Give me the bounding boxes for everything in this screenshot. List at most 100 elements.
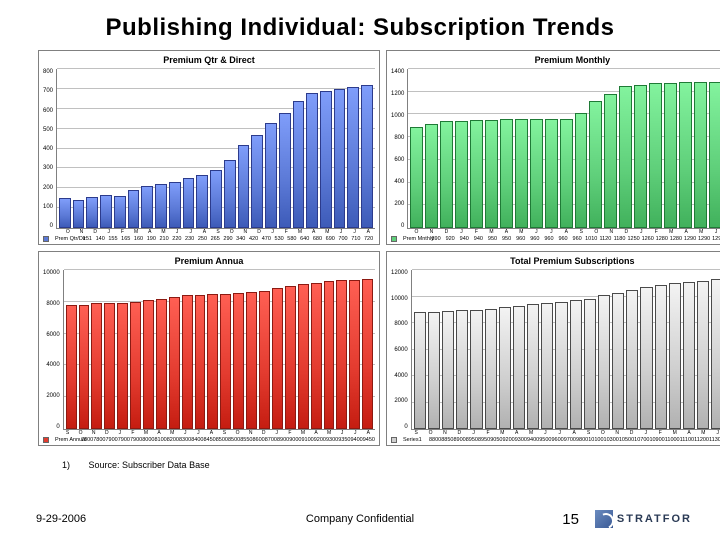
legend-value: 8600 [253,437,265,443]
y-tick: 10000 [43,270,60,276]
legend-swatch-icon [391,236,397,242]
bar [428,312,440,429]
bar [362,279,373,429]
legend-value: 290 [222,236,235,242]
legend-value: 690 [324,236,337,242]
y-tick: 10000 [391,296,408,302]
chart-title: Total Premium Subscriptions [387,252,720,268]
bar [130,302,141,429]
chart-panel-0: Premium Qtr & Direct80070060050040030020… [38,50,380,245]
bar [293,101,305,228]
legend-value: 1120 [598,236,612,242]
bar [311,283,322,429]
bar [575,113,588,228]
legend-value: 7900 [118,437,130,443]
page-number: 15 [562,511,579,528]
y-axis: 1400120010008006004002000 [391,69,407,229]
bar [485,309,497,429]
legend-value: 720 [362,236,375,242]
bar [545,119,558,228]
legend-value: 165 [119,236,132,242]
legend-value: 1280 [655,236,669,242]
bar [100,195,112,228]
y-tick: 2000 [391,398,408,404]
bar [349,280,360,429]
legend-value: 1290 [683,236,697,242]
bar [598,295,610,429]
y-tick: 6000 [43,332,60,338]
legend-value: 940 [457,236,471,242]
bar [233,293,244,429]
legend-value: 220 [170,236,183,242]
bar [220,294,231,429]
y-tick: 2000 [43,393,60,399]
plot-wrap: 1400120010008006004002000 [387,67,720,229]
bar [347,87,359,228]
legend-values: 7800780079007900790080008100820083008400… [81,437,375,443]
legend-value: 8900 [277,437,289,443]
legend-value: 960 [542,236,556,242]
bar [251,135,263,228]
y-tick: 8000 [43,301,60,307]
legend-row: Prem Mnthly89092094094095095096096096096… [387,235,720,244]
bar [515,119,528,228]
bar [604,94,617,228]
chart-title: Premium Annua [39,252,379,268]
footer-date: 9-29-2006 [36,513,86,525]
legend-value: 580 [286,236,299,242]
bar [626,290,638,429]
y-tick: 800 [43,69,53,75]
legend-value: 920 [443,236,457,242]
legend-value: 10500 [619,437,634,443]
legend-value: 960 [570,236,584,242]
legend-value: 950 [485,236,499,242]
legend-row: Prem Qtr/Dir1511401551651601902102202302… [39,235,379,244]
bar [306,93,318,228]
bar [589,101,602,228]
y-tick: 400 [43,146,53,152]
bar [196,175,208,228]
bar [128,190,140,228]
y-tick: 200 [43,185,53,191]
bar [485,120,498,228]
bar [279,113,291,228]
legend-value: 8300 [179,437,191,443]
legend-value: 8500 [216,437,228,443]
chart-panel-3: Total Premium Subscriptions1200010000800… [386,251,720,446]
bars [64,270,375,429]
legend-value: 160 [132,236,145,242]
bar [320,91,332,228]
y-tick: 1400 [391,69,404,75]
legend-value: 1250 [627,236,641,242]
legend-value: 265 [209,236,222,242]
source-note: 1) Source: Subscriber Data Base [0,446,720,470]
legend-value: 1290 [711,236,720,242]
legend-value: 155 [107,236,120,242]
bar [649,83,662,228]
y-tick: 4000 [43,362,60,368]
bar [324,281,335,429]
bar [334,89,346,228]
legend-value: 8800 [429,437,441,443]
legend-value: 9200 [503,437,515,443]
legend-value: 9050 [490,437,502,443]
bar [440,121,453,228]
bar [59,198,71,228]
y-axis: 1000080006000400020000 [43,270,63,430]
bar [560,119,573,228]
y-tick: 100 [43,204,53,210]
legend-value: 9100 [302,437,314,443]
y-tick: 200 [391,201,404,207]
y-tick: 500 [43,127,53,133]
charts-grid: Premium Qtr & Direct80070060050040030020… [0,50,720,446]
bar [272,288,283,430]
bar [86,197,98,228]
bar [570,300,582,429]
plot-wrap: 120001000080006000400020000 [387,268,720,430]
bar [207,294,218,429]
y-axis: 120001000080006000400020000 [391,270,411,430]
legend-value: 530 [273,236,286,242]
source-note-num: 1) [62,460,86,470]
plot-area [63,270,375,430]
y-axis: 8007006005004003002001000 [43,69,56,229]
